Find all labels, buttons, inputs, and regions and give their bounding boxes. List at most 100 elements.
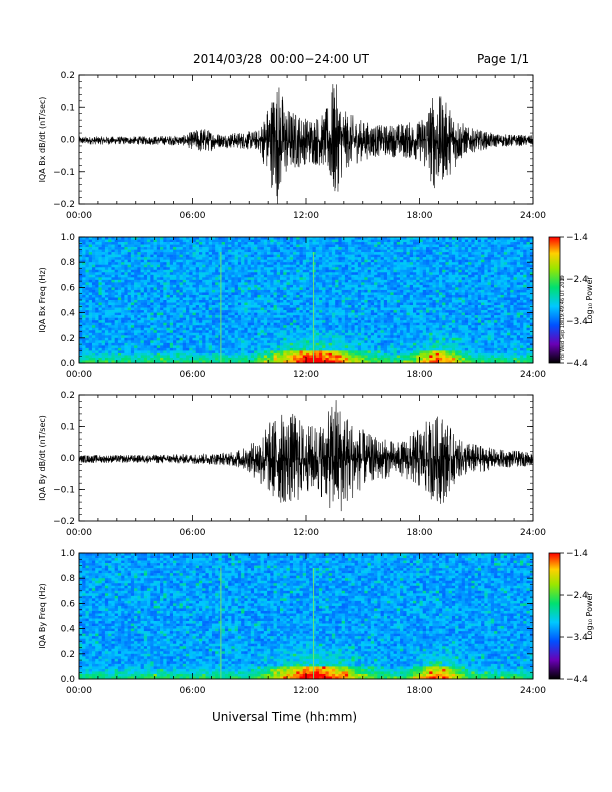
spectrogram-cell: [254, 287, 258, 291]
spectrogram-cell: [237, 289, 242, 293]
spectrogram-cell: [91, 297, 96, 301]
spectrogram-cell: [263, 257, 268, 260]
spectrogram-cell: [306, 269, 310, 273]
spectrogram-cell: [173, 302, 177, 306]
spectrogram-cell: [166, 317, 171, 321]
spectrogram-cell: [244, 282, 248, 286]
spectrogram-cell: [95, 330, 99, 334]
spectrogram-cell: [91, 274, 96, 278]
spectrogram-cell: [124, 259, 128, 263]
spectrogram-cell: [143, 330, 148, 334]
spectrogram-cell: [108, 325, 112, 329]
spectrogram-cell: [306, 252, 310, 255]
spectrogram-cell: [237, 237, 242, 240]
spectrogram-cell: [341, 357, 346, 361]
spectrogram-cell: [163, 244, 167, 248]
spectrogram-cell: [166, 315, 171, 318]
spectrogram-cell: [374, 340, 378, 344]
spectrogram-cell: [189, 307, 193, 311]
spectrogram-cell: [270, 350, 274, 354]
spectrogram-cell: [189, 274, 193, 278]
spectrogram-cell: [147, 332, 151, 336]
spectrogram-cell: [247, 347, 252, 351]
spectrogram-cell: [286, 335, 291, 339]
spectrogram-cell: [195, 332, 200, 336]
spectrogram-cell: [88, 242, 93, 245]
spectrogram-cell: [280, 249, 284, 253]
spectrogram-cell: [137, 322, 141, 326]
spectrogram-cell: [357, 294, 362, 298]
spectrogram-cell: [195, 300, 200, 303]
spectrogram-cell: [85, 355, 90, 359]
spectrogram-cell: [267, 310, 271, 313]
spectrogram-cell: [104, 327, 109, 331]
spectrogram-cell: [335, 302, 339, 306]
spectrogram-cell: [260, 264, 265, 268]
spectrogram-cell: [176, 330, 180, 334]
spectrogram-cell: [383, 357, 388, 361]
spectrogram-cell: [153, 312, 158, 316]
spectrogram-cell: [348, 267, 352, 271]
spectrogram-cell: [244, 302, 248, 306]
spectrogram-cell: [348, 350, 352, 354]
spectrogram-cell: [331, 282, 336, 286]
spectrogram-cell: [153, 247, 158, 250]
spectrogram-cell: [286, 322, 291, 326]
spectrogram-cell: [331, 327, 336, 331]
spectrogram-cell: [140, 289, 145, 293]
spectrogram-cell: [121, 257, 125, 260]
spectrogram-cell: [211, 292, 216, 296]
spectrogram-cell: [296, 237, 300, 240]
spectrogram-cell: [111, 312, 115, 316]
spectrogram-cell: [357, 335, 362, 339]
spectrogram-cell: [390, 322, 394, 326]
spectrogram-cell: [228, 239, 232, 243]
spectrogram-cell: [328, 287, 333, 291]
spectrogram-cell: [179, 300, 184, 303]
spectrogram-cell: [198, 350, 203, 354]
spectrogram-cell: [117, 305, 122, 308]
spectrogram-cell: [364, 257, 368, 260]
spectrogram-cell: [247, 357, 252, 361]
spectrogram-cell: [234, 289, 239, 293]
spectrogram-cell: [331, 297, 336, 301]
spectrogram-cell: [283, 315, 287, 318]
spectrogram-cell: [357, 257, 362, 260]
spectrogram-cell: [390, 287, 394, 291]
spectrogram-cell: [166, 292, 171, 296]
spectrogram-cell: [367, 325, 372, 329]
spectrogram-cell: [82, 322, 86, 326]
spectrogram-cell: [147, 274, 151, 278]
spectrogram-cell: [166, 305, 171, 308]
spectrogram-cell: [309, 345, 313, 349]
spectrogram-cell: [364, 267, 368, 271]
spectrogram-cell: [377, 315, 381, 318]
spectrogram-cell: [390, 289, 394, 293]
spectrogram-cell: [331, 340, 336, 344]
spectrogram-cell: [88, 269, 93, 273]
spectrogram-cell: [98, 350, 102, 354]
spectrogram-cell: [163, 330, 167, 334]
spectrogram-cell: [374, 292, 378, 296]
spectrogram-cell: [315, 327, 320, 331]
spectrogram-cell: [85, 274, 90, 278]
spectrogram-cell: [163, 355, 167, 359]
spectrogram-cell: [270, 335, 274, 339]
spectrogram-cell: [153, 360, 158, 364]
spectrogram-cell: [244, 350, 248, 354]
spectrogram-cell: [179, 264, 184, 268]
spectrogram-cell: [270, 332, 274, 336]
spectrogram-cell: [315, 242, 320, 245]
spectrogram-cell: [250, 360, 255, 364]
spectrogram-cell: [147, 272, 151, 276]
spectrogram-cell: [296, 272, 300, 276]
spectrogram-cell: [318, 305, 323, 308]
spectrogram-cell: [85, 264, 90, 268]
spectrogram-cell: [215, 244, 219, 248]
spectrogram-cell: [289, 337, 294, 341]
spectrogram-cell: [195, 312, 200, 316]
spectrogram-cell: [309, 320, 313, 323]
spectrogram-cell: [374, 307, 378, 311]
spectrogram-cell: [208, 327, 213, 331]
spectrogram-cell: [377, 347, 381, 351]
